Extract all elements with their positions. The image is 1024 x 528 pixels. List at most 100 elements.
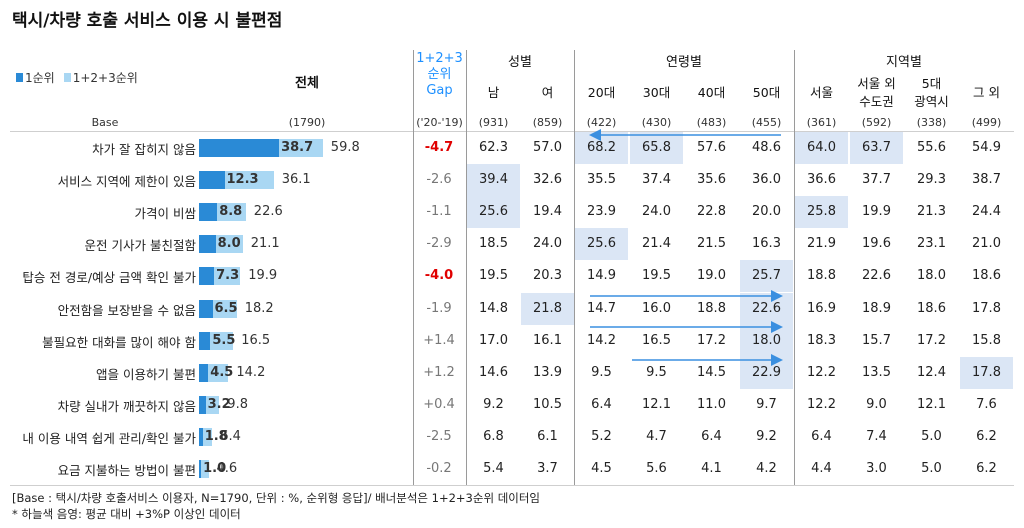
table-cell: 18.8 [807,268,836,284]
table-cell: 17.2 [697,332,726,348]
table-bottom-border [10,485,1014,486]
row-label: 안전함을 보장받을 수 없음 [57,302,196,318]
value-rank123: 19.9 [248,268,278,284]
bar-rank1 [199,139,280,157]
base-col-9: (338) [916,116,947,129]
table-cell: 14.2 [587,332,616,348]
value-rank1: 5.5 [212,332,236,348]
column-header-7: 서울 [809,85,833,100]
gap-value: -4.0 [424,268,454,284]
table-cell: 7.4 [866,428,887,444]
table-cell: 22.6 [862,268,891,284]
header-group-region: 지역별 [886,55,922,70]
bar-rank1 [199,395,206,414]
row-label: 불필요한 대화를 많이 해야 함 [42,334,196,350]
table-cell: 35.5 [587,172,616,188]
table-cell: 22.6 [740,292,793,325]
table-cell: 6.8 [483,428,504,444]
table-cell: 4.2 [756,461,777,476]
column-header-sub-9: 광역시 [914,94,949,109]
table-cell: 68.2 [575,132,628,164]
base-col-3: (422) [586,116,617,129]
table-cell: 14.7 [587,300,616,316]
table-cell: 15.8 [972,332,1001,348]
table-cell: 22.8 [697,204,726,220]
base-col-5: (483) [696,116,727,129]
base-col-2: (859) [532,116,563,129]
table-cell: 6.4 [591,396,612,412]
table-cell: 6.2 [976,461,997,476]
table-cell: 6.4 [811,428,832,444]
value-rank1: 3.2 [207,396,231,412]
table-cell: 21.0 [972,236,1001,252]
base-col-10: (499) [971,116,1002,129]
legend-rank1-swatch [16,73,23,82]
bar-rank1 [199,299,213,318]
table-cell: 6.4 [701,428,722,444]
table-cell: 9.5 [591,364,612,380]
bar-rank1 [199,427,203,446]
row-label: 탑승 전 경로/예상 금액 확인 불가 [22,270,196,286]
table-cell: 23.1 [917,236,946,252]
base-col-1: (931) [478,116,509,129]
table-cell: 20.3 [533,268,562,284]
table-cell: 18.3 [807,332,836,348]
table-cell: 16.9 [807,300,836,316]
table-cell: 15.7 [862,332,891,348]
table-cell: 19.4 [533,204,562,220]
table-cell: 35.6 [697,172,726,188]
header-gap-line1: 1+2+3 [416,51,463,66]
bar-rank1 [199,460,202,478]
column-header-10: 그 외 [973,85,1000,100]
base-col-7: (361) [806,116,837,129]
column-header-8: 서울 외 [857,76,896,91]
table-cell: 3.7 [537,461,558,476]
divider-gender-age [574,50,575,486]
table-cell: 18.0 [917,268,946,284]
table-cell: 19.9 [862,204,891,220]
table-cell: 21.8 [521,292,574,325]
table-cell: 5.0 [921,428,942,444]
table-cell: 29.3 [917,172,946,188]
table-cell: 13.5 [862,364,891,380]
gap-value: +1.4 [423,332,455,348]
chart-legend: 1순위 1+2+3순위 [16,69,138,86]
value-rank123: 22.6 [253,204,283,220]
table-cell: 18.0 [740,324,793,357]
table-cell: 55.6 [917,140,946,155]
bar-rank1 [199,203,218,222]
table-cell: 14.5 [697,364,726,380]
table-cell: 17.8 [972,300,1001,316]
table-cell: 25.6 [575,228,628,261]
gap-value: -2.5 [426,428,452,444]
value-rank1: 7.3 [216,268,240,284]
bar-rank1 [199,171,225,190]
row-label: 앱을 이용하기 불편 [96,366,196,382]
value-rank1: 38.7 [281,140,314,155]
row-label: 서비스 지역에 제한이 있음 [57,174,196,190]
table-cell: 37.4 [642,172,671,188]
base-label: Base [91,116,119,129]
divider-age-region [794,50,795,486]
table-cell: 25.8 [795,196,848,229]
bar-rank1 [199,235,216,254]
table-cell: 12.2 [807,396,836,412]
header-gap-line3: Gap [426,83,453,98]
header-gap-line2: 순위 [427,67,452,82]
table-cell: 5.4 [483,461,504,476]
table-cell: 19.6 [862,236,891,252]
value-rank1: 12.3 [226,172,259,188]
value-rank123: 9.8 [227,396,248,412]
row-label: 운전 기사가 불친절함 [84,238,196,254]
value-rank123: 4.6 [216,461,238,476]
table-cell: 18.9 [862,300,891,316]
table-cell: 57.0 [533,140,562,155]
table-cell: 48.6 [752,140,781,155]
row-label: 가격이 비쌈 [134,206,196,222]
footnote-shading: * 하늘색 음영: 평균 대비 +3%P 이상인 데이터 [12,507,241,521]
gap-value: -1.1 [426,204,452,220]
value-rank123: 36.1 [281,172,311,188]
table-cell: 6.1 [537,428,558,444]
table-cell: 25.6 [467,196,520,229]
table-cell: 21.3 [917,204,946,220]
